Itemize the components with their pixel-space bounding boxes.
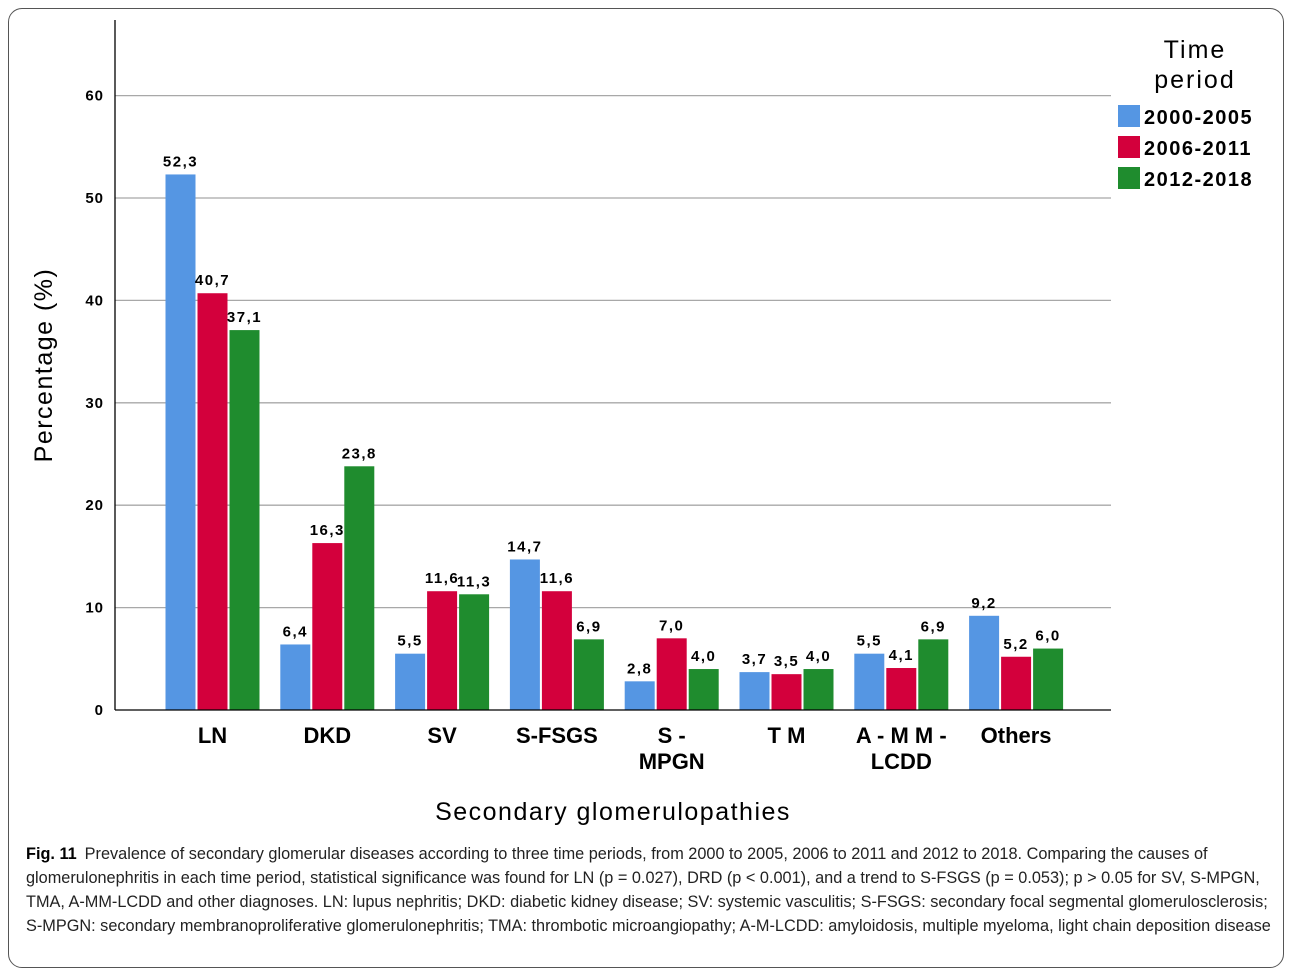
x-tick-label: MPGN bbox=[639, 749, 705, 774]
data-label: 4,0 bbox=[806, 648, 831, 665]
y-tick-label: 30 bbox=[85, 395, 104, 412]
figure-frame bbox=[8, 8, 1284, 968]
data-label: 6,9 bbox=[576, 618, 601, 635]
data-label: 2,8 bbox=[627, 660, 652, 677]
data-label: 11,3 bbox=[457, 573, 491, 590]
data-label: 52,3 bbox=[163, 153, 198, 170]
bar bbox=[803, 669, 834, 710]
figure-caption: Fig. 11 Prevalence of secondary glomerula… bbox=[26, 842, 1274, 938]
y-tick-label: 0 bbox=[95, 702, 104, 719]
bar bbox=[509, 559, 540, 710]
x-tick-label: DKD bbox=[303, 723, 351, 748]
bar bbox=[229, 330, 260, 710]
data-label: 5,5 bbox=[397, 633, 422, 650]
legend-swatch bbox=[1118, 105, 1140, 127]
data-label: 6,4 bbox=[283, 623, 308, 640]
data-label: 23,8 bbox=[342, 445, 377, 462]
bar bbox=[165, 174, 196, 710]
data-label: 11,6 bbox=[540, 570, 574, 587]
x-tick-label: LCDD bbox=[871, 749, 932, 774]
bar bbox=[312, 543, 343, 710]
legend-swatch bbox=[1118, 167, 1140, 189]
figure-label: Fig. 11 bbox=[26, 845, 77, 863]
bar bbox=[395, 653, 426, 710]
bar bbox=[427, 591, 458, 710]
x-axis-title: Secondary glomerulopathies bbox=[435, 798, 791, 826]
data-label: 7,0 bbox=[659, 617, 684, 634]
x-tick-label: Others bbox=[981, 723, 1052, 748]
legend-title: Time bbox=[1164, 36, 1227, 64]
x-tick-label: A - M M - bbox=[856, 723, 947, 748]
x-tick-label: SV bbox=[427, 723, 457, 748]
data-label: 40,7 bbox=[195, 272, 230, 289]
y-tick-label: 50 bbox=[85, 190, 104, 207]
x-tick-label: S-FSGS bbox=[516, 723, 598, 748]
caption-text: Prevalence of secondary glomerular disea… bbox=[26, 845, 1271, 935]
data-label: 3,7 bbox=[742, 651, 767, 668]
bar bbox=[573, 639, 604, 710]
bars bbox=[165, 174, 1064, 710]
y-tick-label: 10 bbox=[85, 600, 104, 617]
bar bbox=[197, 293, 228, 710]
axes: 0 10 20 30 40 50 60 LN DKD SV S-FSGS S -MPGN T M A - … bbox=[30, 20, 1111, 826]
x-tick-label: S - bbox=[658, 723, 686, 748]
bar bbox=[969, 615, 1000, 710]
bar bbox=[771, 674, 802, 710]
bar-chart: 52,340,737,16,416,323,85,511,611,314,711… bbox=[30, 20, 1253, 826]
data-label: 11,6 bbox=[425, 570, 459, 587]
data-labels: 52,340,737,16,416,323,85,511,611,314,711… bbox=[163, 153, 1060, 677]
data-label: 4,0 bbox=[691, 648, 716, 665]
bar bbox=[624, 681, 655, 710]
data-label: 6,9 bbox=[921, 618, 946, 635]
x-tick-label: T M bbox=[768, 723, 806, 748]
legend-label: 2006-2011 bbox=[1144, 138, 1252, 160]
bar bbox=[1001, 656, 1032, 710]
legend-swatch bbox=[1118, 136, 1140, 158]
bar bbox=[459, 594, 490, 710]
y-tick-label: 20 bbox=[85, 497, 104, 514]
bar bbox=[854, 653, 885, 710]
data-label: 9,2 bbox=[971, 595, 996, 612]
bar bbox=[344, 466, 375, 710]
data-label: 6,0 bbox=[1035, 628, 1060, 645]
data-label: 16,3 bbox=[310, 522, 345, 539]
y-axis-title: Percentage (%) bbox=[30, 268, 58, 463]
data-label: 5,5 bbox=[857, 633, 882, 650]
bar bbox=[886, 668, 917, 710]
bar bbox=[688, 669, 719, 710]
bar bbox=[541, 591, 572, 710]
legend-label: 2012-2018 bbox=[1144, 169, 1253, 191]
gridlines bbox=[115, 94, 1111, 609]
data-label: 37,1 bbox=[227, 309, 262, 326]
legend-title: period bbox=[1154, 66, 1236, 94]
data-label: 14,7 bbox=[507, 538, 542, 555]
data-label: 3,5 bbox=[774, 653, 799, 670]
legend-label: 2000-2005 bbox=[1144, 107, 1253, 129]
data-label: 4,1 bbox=[889, 647, 914, 664]
bar bbox=[918, 639, 949, 710]
bar bbox=[656, 638, 687, 710]
bar bbox=[1033, 648, 1064, 710]
y-tick-label: 40 bbox=[85, 292, 104, 309]
data-label: 5,2 bbox=[1003, 636, 1028, 653]
bar bbox=[280, 644, 311, 710]
y-tick-label: 60 bbox=[85, 88, 104, 105]
bar bbox=[739, 672, 770, 710]
x-tick-label: LN bbox=[198, 723, 227, 748]
